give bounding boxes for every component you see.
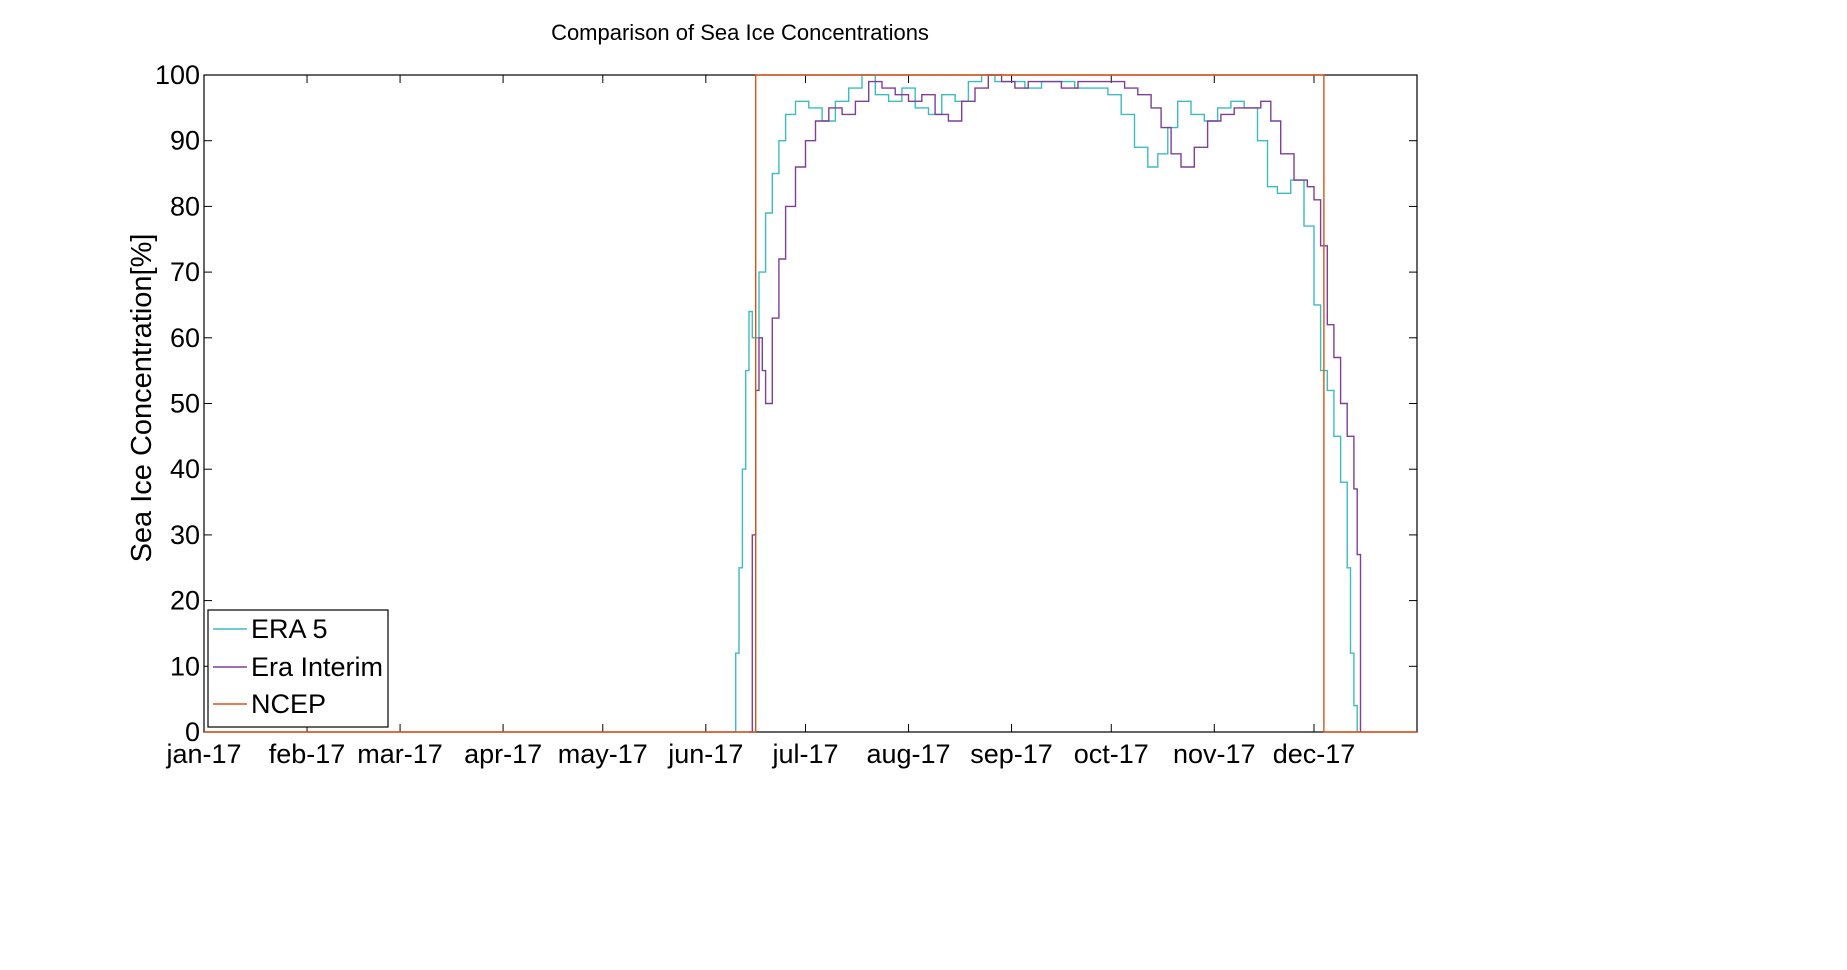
series-layer — [204, 74, 1417, 733]
series-line-ncep — [204, 74, 1417, 733]
y-tick-label: 50 — [170, 389, 200, 419]
x-tick-label: apr-17 — [464, 739, 542, 769]
x-tick-label: jul-17 — [771, 739, 838, 769]
chart-title: Comparison of Sea Ice Concentrations — [551, 20, 929, 45]
x-tick-label: may-17 — [558, 739, 648, 769]
y-tick-label: 10 — [170, 651, 200, 681]
y-tick-label: 80 — [170, 191, 200, 221]
y-tick-label: 90 — [170, 126, 200, 156]
x-axis: jan-17 feb-17 mar-17 apr-17 may-17 jun-17 jul-… — [165, 75, 1355, 769]
y-tick-label: 60 — [170, 323, 200, 353]
x-tick-label: jun-17 — [667, 739, 743, 769]
x-tick-label: feb-17 — [269, 739, 346, 769]
y-axis-label: Sea Ice Concentration[%] — [126, 234, 158, 563]
legend-label: NCEP — [251, 689, 326, 719]
legend: ERA 5 Era Interim NCEP — [207, 609, 389, 728]
x-tick-label: sep-17 — [970, 739, 1053, 769]
y-tick-label: 40 — [170, 454, 200, 484]
y-tick-label: 0 — [185, 717, 200, 747]
y-tick-label: 30 — [170, 520, 200, 550]
x-tick-label: jan-17 — [165, 739, 241, 769]
series-line-era-interim — [749, 74, 1362, 733]
y-tick-label: 100 — [155, 60, 200, 90]
y-tick-label: 20 — [170, 586, 200, 616]
x-tick-label: mar-17 — [357, 739, 443, 769]
x-tick-label: dec-17 — [1273, 739, 1356, 769]
legend-label: ERA 5 — [251, 614, 328, 644]
x-tick-label: aug-17 — [866, 739, 950, 769]
x-tick-label: nov-17 — [1173, 739, 1256, 769]
legend-label: Era Interim — [251, 652, 383, 682]
y-tick-label: 70 — [170, 257, 200, 287]
x-tick-label: oct-17 — [1074, 739, 1149, 769]
y-axis: 0 10 20 30 40 50 60 70 80 90 100 — [155, 60, 1417, 747]
plot-area — [203, 74, 1418, 733]
